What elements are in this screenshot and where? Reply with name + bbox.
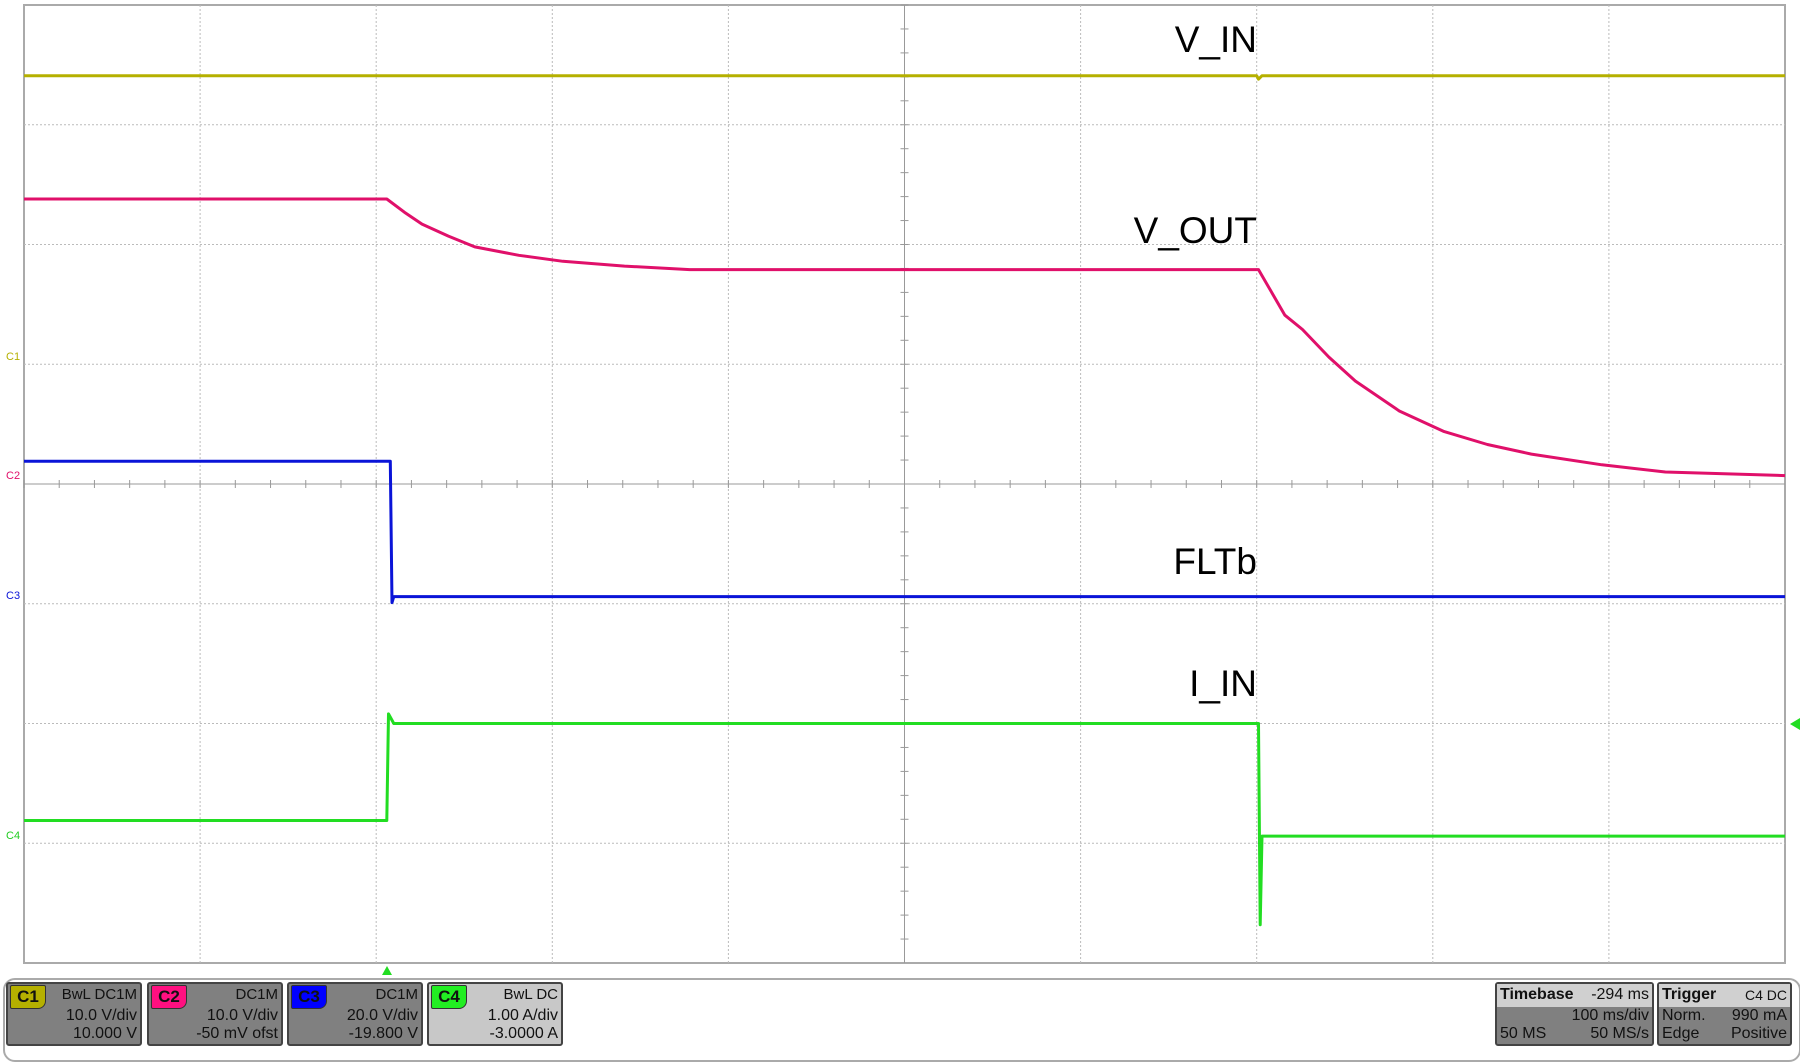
trigger-mode: Norm. bbox=[1662, 1007, 1706, 1024]
timebase-points: 50 MS bbox=[1500, 1025, 1547, 1042]
timebase-delay: -294 ms bbox=[1591, 986, 1649, 1003]
label-v-out: V_OUT bbox=[1134, 210, 1257, 251]
trigger-type: Edge bbox=[1662, 1025, 1700, 1042]
trace-v-in bbox=[24, 74, 1785, 81]
trigger-level: 990 mA bbox=[1731, 1007, 1787, 1024]
label-fltb: FLTb bbox=[1173, 541, 1257, 582]
trigger-slope: Positive bbox=[1730, 1025, 1787, 1042]
trace-labels: V_IN V_OUT FLTb I_IN bbox=[1134, 19, 1257, 704]
c2-scale: 10.0 V/div bbox=[206, 1007, 278, 1024]
trigger-box[interactable]: Trigger C4 DC Norm. 990 mA Edge Positive bbox=[1657, 982, 1792, 1046]
channel-markers: C1 C2 C3 C4 bbox=[6, 351, 20, 842]
trigger-label: Trigger bbox=[1662, 986, 1717, 1003]
label-v-in: V_IN bbox=[1175, 19, 1257, 60]
channel-tag-c3: C3 bbox=[291, 985, 327, 1009]
c1-coupling: BwL DC1M bbox=[61, 986, 137, 1003]
c3-scale: 20.0 V/div bbox=[346, 1007, 418, 1024]
channel-tag-c2: C2 bbox=[151, 985, 187, 1009]
c1-offset: 10.000 V bbox=[72, 1025, 137, 1042]
trace-v-out bbox=[24, 197, 1786, 478]
graticule bbox=[23, 4, 1786, 964]
traces bbox=[24, 74, 1786, 927]
timebase-label: Timebase bbox=[1500, 986, 1574, 1003]
channel-box-c1[interactable]: C1 BwL DC1M 10.0 V/div 10.000 V bbox=[6, 982, 142, 1046]
marker-c2[interactable]: C2 bbox=[6, 470, 20, 482]
c4-scale: 1.00 A/div bbox=[487, 1007, 558, 1024]
channel-box-c3[interactable]: C3 DC1M 20.0 V/div -19.800 V bbox=[287, 982, 423, 1046]
c1-scale: 10.0 V/div bbox=[65, 1007, 137, 1024]
c2-offset: -50 mV ofst bbox=[196, 1025, 278, 1042]
trace-fltb bbox=[24, 459, 1785, 605]
timebase-scale: 100 ms/div bbox=[1571, 1007, 1649, 1024]
timebase-box[interactable]: Timebase -294 ms 100 ms/div 50 MS 50 MS/… bbox=[1495, 982, 1654, 1046]
c4-coupling: BwL DC bbox=[503, 986, 558, 1003]
marker-c4[interactable]: C4 bbox=[6, 830, 20, 842]
trigger-level-marker[interactable] bbox=[1790, 718, 1800, 730]
timebase-rate: 50 MS/s bbox=[1590, 1025, 1649, 1042]
trigger-source: C4 DC bbox=[1744, 987, 1787, 1003]
trigger-position-marker[interactable] bbox=[382, 966, 392, 975]
marker-c3[interactable]: C3 bbox=[6, 590, 20, 602]
trace-i-in bbox=[24, 712, 1785, 927]
label-i-in: I_IN bbox=[1189, 663, 1257, 704]
c4-offset: -3.0000 A bbox=[489, 1025, 559, 1042]
c3-coupling: DC1M bbox=[375, 986, 418, 1003]
marker-c1[interactable]: C1 bbox=[6, 351, 20, 363]
c3-offset: -19.800 V bbox=[348, 1025, 418, 1042]
c2-coupling: DC1M bbox=[235, 986, 278, 1003]
channel-tag-c1: C1 bbox=[10, 985, 46, 1009]
channel-box-c2[interactable]: C2 DC1M 10.0 V/div -50 mV ofst bbox=[147, 982, 283, 1046]
channel-box-c4[interactable]: C4 BwL DC 1.00 A/div -3.0000 A bbox=[427, 982, 563, 1046]
channel-tag-c4: C4 bbox=[431, 985, 467, 1009]
